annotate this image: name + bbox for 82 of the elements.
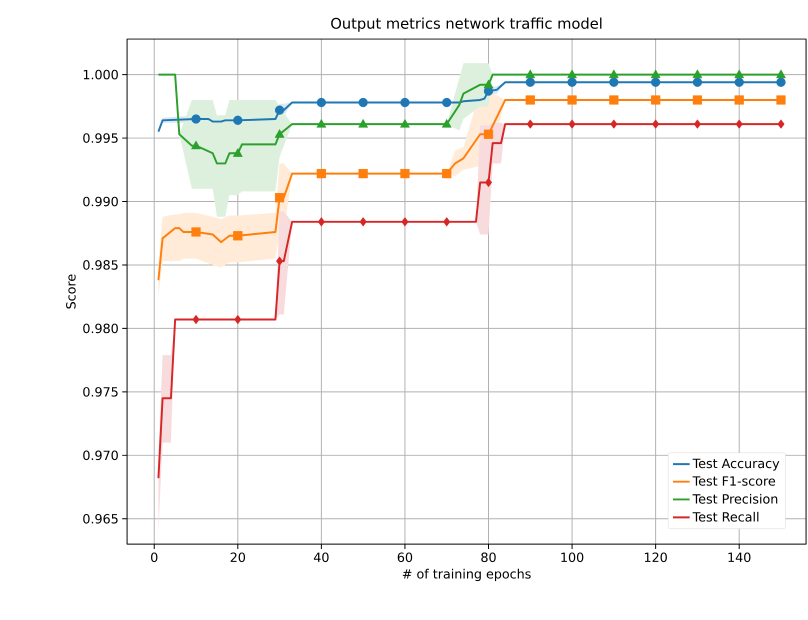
point xyxy=(609,77,618,87)
point xyxy=(442,98,452,107)
point xyxy=(650,95,660,104)
point xyxy=(650,69,660,78)
point xyxy=(567,95,577,104)
point xyxy=(526,95,535,104)
point xyxy=(525,69,536,78)
point xyxy=(650,77,660,87)
point xyxy=(360,217,367,226)
legend-label: Test F1-score xyxy=(692,476,776,486)
x-tick-label: 0 xyxy=(151,552,158,562)
point xyxy=(484,129,494,139)
point xyxy=(233,230,242,240)
point xyxy=(734,95,744,104)
point xyxy=(401,217,408,226)
point xyxy=(776,69,786,78)
point xyxy=(776,95,786,104)
point xyxy=(567,69,577,78)
y-axis-title: Score xyxy=(66,274,76,308)
point xyxy=(192,314,200,324)
point xyxy=(526,77,535,87)
point xyxy=(526,119,534,129)
point xyxy=(358,98,368,107)
point xyxy=(316,98,326,107)
legend-label: Test Precision xyxy=(692,494,778,504)
point xyxy=(232,148,243,157)
point xyxy=(274,105,284,115)
point xyxy=(608,69,619,78)
point xyxy=(776,77,786,87)
legend-label: Test Accuracy xyxy=(692,458,780,470)
x-tick-label: 60 xyxy=(398,552,412,562)
point xyxy=(274,192,284,202)
point xyxy=(442,118,452,128)
x-tick-label: 20 xyxy=(230,552,246,562)
x-tick-label: 140 xyxy=(728,552,750,562)
point xyxy=(484,80,494,88)
point xyxy=(400,168,410,178)
point xyxy=(610,119,618,129)
point xyxy=(694,119,701,129)
x-axis-title: # of training epochs xyxy=(402,568,531,581)
point xyxy=(234,314,242,324)
point xyxy=(734,77,744,87)
point xyxy=(692,77,702,87)
point xyxy=(400,118,410,128)
point xyxy=(191,114,201,124)
x-tick-label: 40 xyxy=(314,552,329,562)
point xyxy=(400,98,410,107)
y-tick-label: 0.980 xyxy=(83,323,118,334)
point xyxy=(692,69,702,78)
y-tick-label: 0.975 xyxy=(83,386,118,397)
point xyxy=(692,95,702,104)
legend-label: Test Recall xyxy=(692,512,758,522)
point xyxy=(274,129,284,138)
point xyxy=(484,178,492,187)
point xyxy=(233,115,242,125)
point xyxy=(316,168,326,178)
y-tick-label: 0.995 xyxy=(83,133,118,143)
x-tick-label: 120 xyxy=(644,552,667,562)
point xyxy=(734,69,744,78)
point xyxy=(609,95,618,104)
y-tick-label: 0.985 xyxy=(83,260,118,270)
chart-title: Output metrics network traffic model xyxy=(331,17,602,32)
point xyxy=(358,118,368,128)
x-tick-label: 80 xyxy=(481,552,496,562)
point xyxy=(318,217,325,226)
point xyxy=(442,168,452,178)
y-tick-label: 0.970 xyxy=(83,450,118,460)
point xyxy=(777,119,785,129)
point xyxy=(276,256,284,266)
point xyxy=(316,118,326,128)
y-tick-label: 0.965 xyxy=(83,514,118,524)
point xyxy=(652,119,660,129)
point xyxy=(568,119,576,129)
y-tick-label: 0.990 xyxy=(83,196,118,206)
point xyxy=(736,119,743,129)
point xyxy=(358,168,368,178)
point xyxy=(191,140,201,150)
point xyxy=(443,217,450,226)
point xyxy=(567,77,577,87)
y-tick-label: 1.000 xyxy=(84,70,118,80)
x-tick-label: 100 xyxy=(561,552,584,562)
point xyxy=(191,227,201,236)
